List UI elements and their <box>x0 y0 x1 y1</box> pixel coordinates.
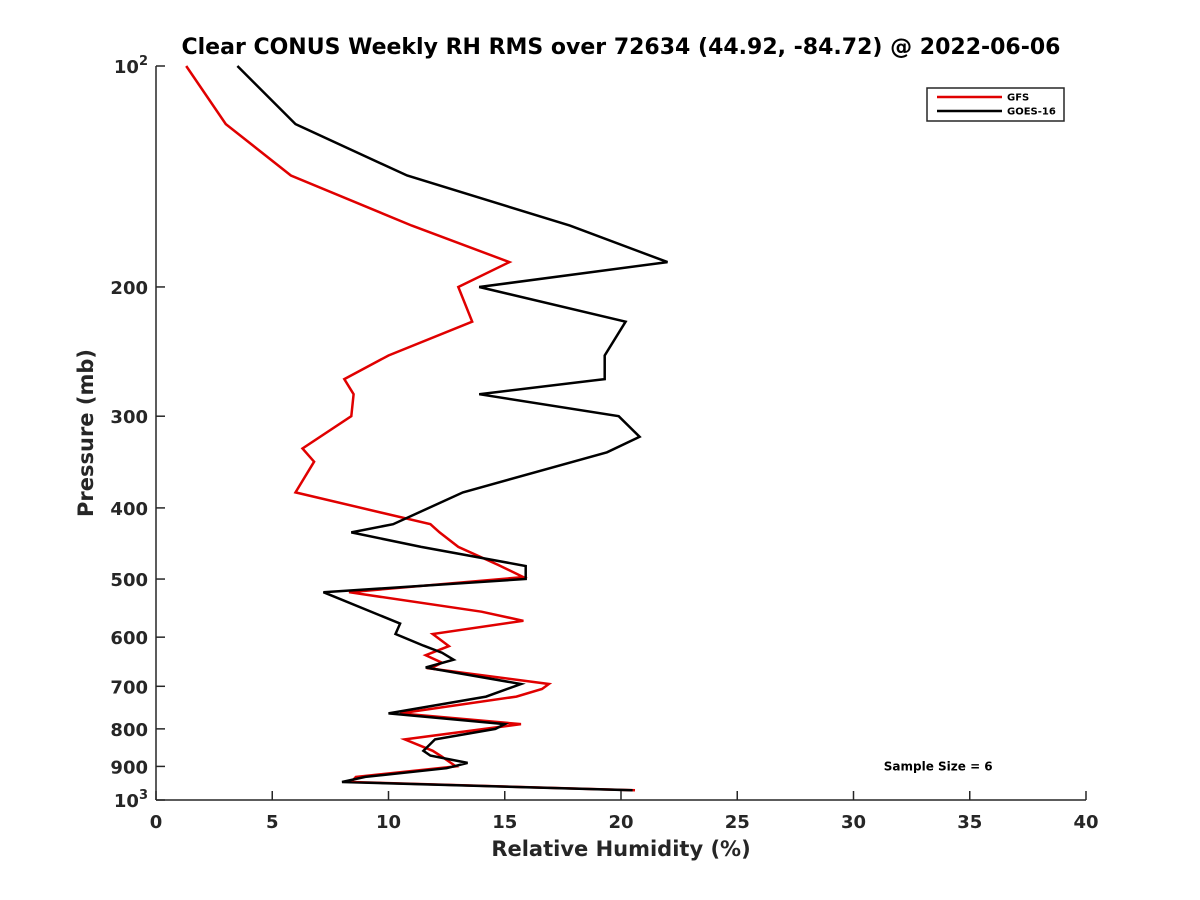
legend-label-goes-16: GOES-16 <box>1007 107 1056 118</box>
y-tick-label: 500 <box>110 570 148 591</box>
x-axis-title: Relative Humidity (%) <box>491 837 750 861</box>
y-tick-label: 600 <box>110 628 148 649</box>
x-tick-label: 40 <box>1073 812 1098 833</box>
annotations: Sample Size = 6 <box>884 759 993 773</box>
legend-box <box>926 87 1065 122</box>
legend: GFS GOES-16 <box>926 87 1065 122</box>
axes-layer: 0 5 10 15 20 25 30 35 40 102 200 300 400 500 600 700 800… <box>110 54 1098 833</box>
x-tick-label: 5 <box>266 812 279 833</box>
y-tick-label: 200 <box>110 278 148 299</box>
y-tick-label: 102 <box>114 54 148 78</box>
x-tick-label: 10 <box>376 812 401 833</box>
x-tick-label: 0 <box>150 812 163 833</box>
y-axis-title: Pressure (mb) <box>74 349 98 517</box>
y-tick-label: 103 <box>114 788 148 812</box>
y-tick-label: 900 <box>110 757 148 778</box>
y-tick-label: 300 <box>110 407 148 428</box>
series-layer <box>185 65 668 792</box>
y-tick-label: 800 <box>110 720 148 741</box>
sample-size-annotation: Sample Size = 6 <box>884 759 993 773</box>
x-tick-label: 25 <box>725 812 750 833</box>
x-tick-label: 35 <box>957 812 982 833</box>
x-tick-label: 30 <box>841 812 866 833</box>
y-tick-label: 700 <box>110 677 148 698</box>
chart-title: Clear CONUS Weekly RH RMS over 72634 (44… <box>182 35 1061 60</box>
series-line-goes-16 <box>236 65 668 792</box>
legend-label-gfs: GFS <box>1007 93 1029 104</box>
x-tick-label: 15 <box>492 812 517 833</box>
y-tick-label: 400 <box>110 499 148 520</box>
x-tick-label: 20 <box>608 812 633 833</box>
series-line-gfs <box>185 65 636 792</box>
